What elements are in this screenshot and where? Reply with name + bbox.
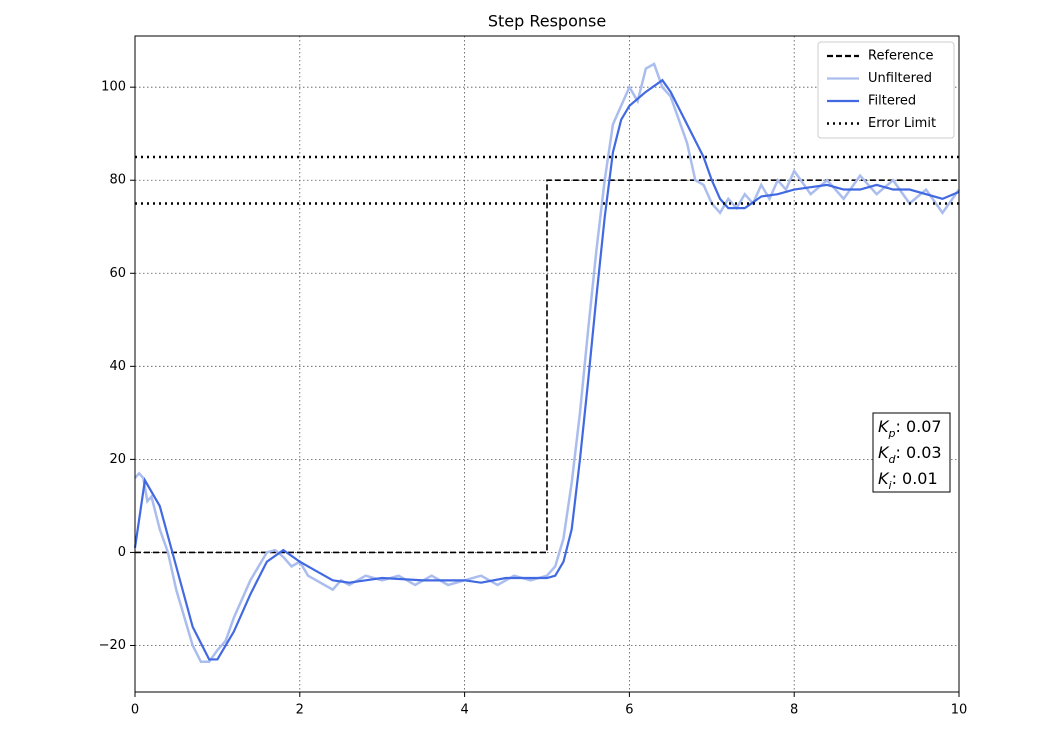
x-tick-label: 0 <box>131 703 139 718</box>
annotation-text: : 0.01 <box>892 469 938 488</box>
legend-box <box>817 41 955 139</box>
annotation-text: : 0.03 <box>895 443 941 462</box>
annotation-symbol: K <box>878 417 890 436</box>
y-tick-label: 20 <box>109 452 126 467</box>
y-tick-label: 60 <box>109 266 126 281</box>
x-tick-label: 6 <box>625 703 633 718</box>
y-tick-label: 40 <box>109 359 126 374</box>
annotation-subscript: p <box>888 427 896 440</box>
series-line <box>134 62 961 664</box>
legend-label: Unfiltered <box>868 71 932 86</box>
annotation: Kd: 0.03 <box>878 443 942 466</box>
annotation: Kp: 0.07 <box>878 417 942 440</box>
series-line <box>135 179 959 554</box>
chart-title: Step Response <box>488 12 606 31</box>
annotation-subscript: d <box>889 453 897 466</box>
plot-frame <box>134 35 960 693</box>
legend-label: Error Limit <box>868 116 936 131</box>
y-tick-label: 80 <box>109 173 126 188</box>
x-tick-label: 10 <box>951 703 968 718</box>
legend-label: Filtered <box>868 94 916 109</box>
annotation-symbol: K <box>878 469 890 488</box>
annotation-text: : 0.07 <box>895 417 941 436</box>
annotation-subscript: i <box>889 479 892 492</box>
series-line <box>133 78 960 661</box>
x-tick-label: 8 <box>790 703 798 718</box>
y-tick-label: 100 <box>101 80 126 95</box>
y-tick-label: 0 <box>118 545 126 560</box>
y-tick-label: −20 <box>99 638 126 653</box>
x-tick-label: 4 <box>460 703 468 718</box>
x-tick-label: 2 <box>296 703 304 718</box>
annotation-symbol: K <box>878 443 890 462</box>
annotation-box <box>872 412 951 493</box>
legend-label: Reference <box>868 49 933 64</box>
annotation: Ki: 0.01 <box>878 469 938 492</box>
